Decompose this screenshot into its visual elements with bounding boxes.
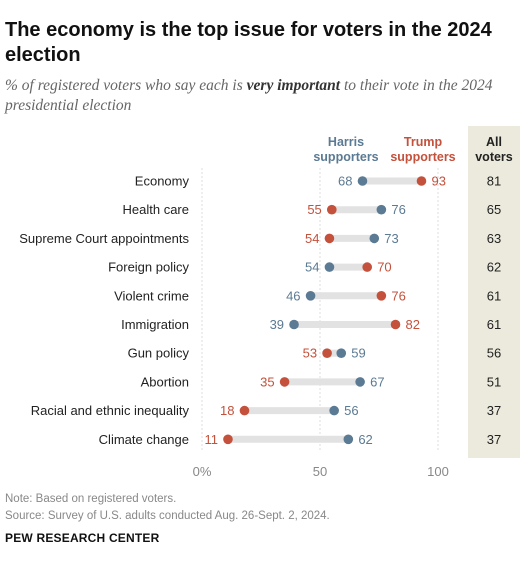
trump-dot [362, 262, 373, 272]
subtitle-text-start: % of registered voters who say each is [5, 77, 247, 94]
pew-research-center-logo: PEW RESEARCH CENTER [5, 531, 160, 545]
trump-value-label: 54 [305, 231, 319, 246]
all-voters-value: 37 [487, 403, 501, 418]
trump-dot [327, 204, 337, 215]
trump-dot [416, 176, 427, 186]
trump-value-label: 70 [377, 260, 391, 275]
trump-value-label: 35 [260, 374, 274, 389]
trump-value-label: 76 [391, 288, 405, 303]
category-label: Immigration [121, 317, 189, 332]
all-voters-value: 51 [487, 374, 501, 389]
harris-value-label: 67 [370, 374, 384, 389]
trump-dot [324, 233, 335, 244]
all-voters-value: 37 [487, 432, 501, 447]
harris-value-label: 59 [351, 346, 365, 361]
category-label: Violent crime [114, 288, 189, 303]
category-label: Gun policy [128, 346, 190, 361]
subtitle-text-end: to their vote in the 2024 presidential e… [5, 77, 493, 114]
trump-dot [223, 434, 233, 445]
note-text: Note: Based on registered voters. [5, 493, 177, 505]
harris-dot [289, 319, 299, 330]
harris-value-label: 76 [391, 202, 405, 217]
trump-dot [322, 348, 332, 359]
x-tick-label: 0% [193, 464, 212, 479]
all-voters-column-bg [468, 126, 520, 458]
all-voters-value: 65 [487, 202, 501, 217]
trump-value-label: 11 [204, 432, 218, 447]
harris-value-label: 39 [270, 317, 284, 332]
x-tick-label: 100 [427, 464, 449, 479]
category-label: Racial and ethnic inequality [31, 403, 190, 418]
trump-dot [239, 405, 250, 416]
trump-value-label: 53 [303, 346, 317, 361]
chart-title: The economy is the top issue for voters … [5, 19, 492, 66]
category-label: Economy [135, 174, 190, 189]
all-voters-value: 81 [487, 174, 501, 189]
harris-dot [305, 291, 316, 301]
harris-dot [343, 434, 354, 445]
all-voters-value: 61 [487, 288, 501, 303]
harris-value-label: 62 [358, 432, 372, 447]
trump-value-label: 93 [431, 174, 445, 189]
harris-dot [369, 233, 380, 244]
category-label: Abortion [141, 374, 189, 389]
legend-harris-line: supporters [313, 150, 378, 164]
trump-value-label: 82 [406, 317, 420, 332]
chart-subtitle: % of registered voters who say each is v… [5, 76, 521, 116]
harris-dot [376, 204, 387, 215]
category-label: Climate change [99, 432, 189, 447]
all-voters-value: 62 [487, 260, 501, 275]
harris-value-label: 46 [286, 288, 300, 303]
legend-trump-line: Trump [404, 135, 443, 149]
subtitle-emphasis: very important [246, 77, 341, 94]
legend-harris-line: Harris [328, 135, 364, 149]
harris-value-label: 73 [384, 231, 398, 246]
all-voters-header-line: voters [475, 150, 513, 164]
legend-trump-line: supporters [390, 150, 455, 164]
all-voters-header-line: All [486, 135, 502, 149]
dot-plot-chart: HarrissupportersTrumpsupportersAllvoters… [19, 126, 520, 479]
all-voters-value: 61 [487, 317, 501, 332]
harris-dot [336, 348, 347, 359]
category-label: Foreign policy [108, 260, 189, 275]
trump-dot [376, 291, 387, 301]
harris-value-label: 54 [305, 260, 319, 275]
all-voters-value: 56 [487, 346, 501, 361]
trump-value-label: 55 [307, 202, 321, 217]
category-label: Supreme Court appointments [19, 231, 189, 246]
category-label: Health care [123, 202, 189, 217]
trump-dot [390, 319, 401, 330]
x-tick-label: 50 [313, 464, 327, 479]
trump-dot [279, 377, 290, 387]
harris-dot [357, 176, 368, 186]
harris-value-label: 56 [344, 403, 358, 418]
all-voters-value: 63 [487, 231, 501, 246]
source-text: Source: Survey of U.S. adults conducted … [5, 510, 330, 522]
harris-dot [329, 405, 339, 416]
trump-value-label: 18 [220, 403, 234, 418]
harris-value-label: 68 [338, 174, 352, 189]
harris-dot [355, 377, 365, 387]
harris-dot [324, 262, 335, 272]
